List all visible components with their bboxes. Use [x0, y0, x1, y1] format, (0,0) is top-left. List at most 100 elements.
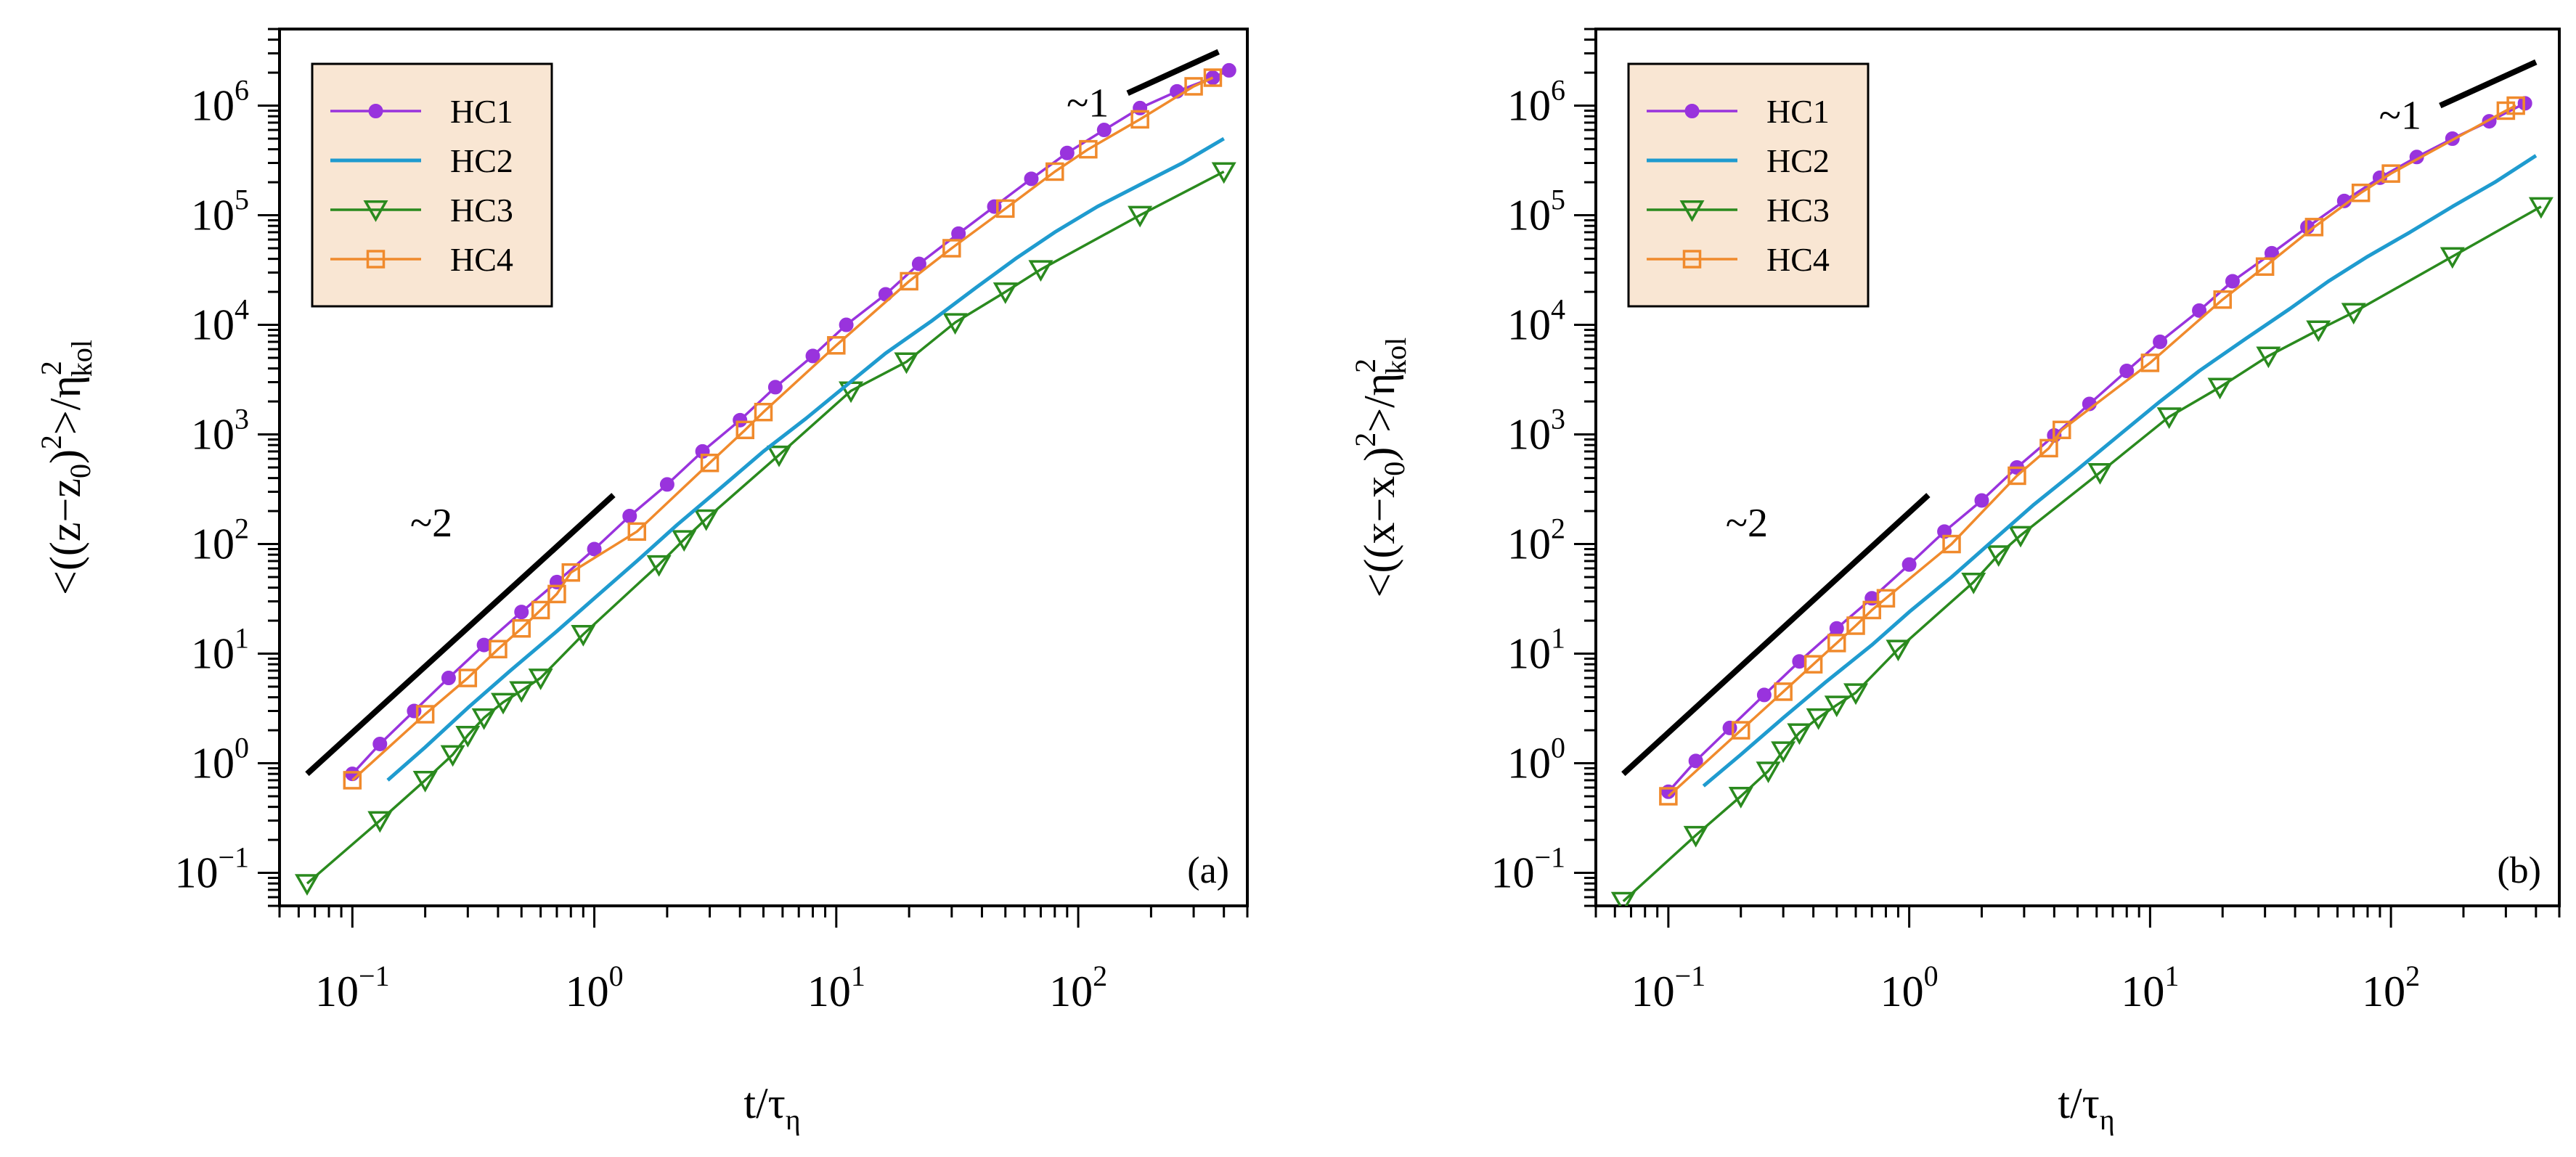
y-tick-base: 10	[1507, 301, 1551, 349]
data-point-HC3	[1728, 787, 1753, 809]
data-point-HC1	[659, 477, 674, 492]
x-tick-label: 101	[2121, 960, 2179, 1015]
data-point-HC4	[735, 420, 755, 440]
y-tick-exponent: −1	[1534, 841, 1565, 874]
data-point-HC4	[1079, 139, 1098, 159]
data-point-HC4	[2140, 353, 2160, 372]
y-tick-label: 102	[1507, 512, 1565, 568]
x-tick-label: 10−1	[315, 960, 390, 1015]
data-point-HC3	[1028, 260, 1053, 282]
panel-label: (b)	[2497, 850, 2541, 891]
data-point-HC1	[1829, 621, 1844, 636]
legend-label: HC3	[450, 192, 513, 229]
y-axis-label-sup: 2	[1349, 433, 1382, 447]
slope-label: ~2	[410, 501, 452, 546]
data-point-HC1	[2192, 303, 2207, 318]
x-axis-label: t/τη	[2058, 1079, 2114, 1136]
data-point-HC3	[693, 509, 719, 531]
x-axis-label-subscript: η	[2100, 1103, 2115, 1136]
y-tick-exponent: 5	[235, 184, 249, 216]
x-tick-base: 10	[807, 968, 851, 1015]
y-axis-label-sup: 2	[35, 361, 68, 375]
y-axis-label-part: )	[41, 449, 89, 464]
y-tick-exponent: 5	[1551, 184, 1565, 216]
data-point-HC3	[1756, 761, 1781, 784]
data-point-HC4	[700, 453, 720, 473]
slope-label: ~1	[2379, 94, 2421, 139]
x-tick-exponent: 2	[1093, 960, 1107, 992]
legend-marker-HC1	[368, 104, 383, 118]
data-point-HC4	[1130, 110, 1149, 129]
data-point-HC3	[2087, 462, 2113, 485]
data-point-HC3	[455, 726, 481, 748]
legend-label: HC4	[1766, 241, 1830, 278]
legend-marker-HC3	[1679, 200, 1705, 222]
y-tick-exponent: 0	[1551, 732, 1565, 764]
x-axis-label-subscript: η	[786, 1103, 801, 1136]
data-point-HC4	[2213, 290, 2232, 309]
y-tick-base: 10	[191, 520, 235, 568]
y-tick-exponent: 0	[235, 732, 249, 764]
data-point-HC1	[951, 226, 966, 241]
y-tick-base: 10	[1507, 520, 1551, 568]
data-point-HC3	[2008, 526, 2034, 548]
reference-line-slope-1	[2439, 59, 2538, 109]
data-point-HC3	[993, 282, 1018, 304]
data-point-HC3	[766, 445, 791, 467]
series-line-HC3	[306, 170, 1225, 885]
data-point-HC4	[2008, 466, 2026, 486]
data-point-HC4	[2381, 164, 2400, 183]
data-point-HC1	[839, 317, 854, 332]
x-axis-label-base: t/τ	[743, 1079, 785, 1127]
y-tick-base: 10	[191, 82, 235, 130]
y-tick-label: 101	[1507, 622, 1565, 678]
data-point-HC3	[491, 692, 516, 715]
y-tick-base: 10	[191, 192, 235, 240]
y-axis-label-sub: kol	[1379, 338, 1412, 375]
data-point-HC3	[471, 708, 497, 730]
y-axis-label-sub: 0	[1378, 462, 1411, 476]
legend-box	[1627, 62, 1870, 308]
data-point-HC4	[2496, 101, 2516, 120]
data-point-HC4	[547, 584, 566, 604]
data-point-HC1	[441, 671, 456, 686]
y-axis-label-sup: 2	[35, 435, 68, 449]
data-point-HC3	[1886, 639, 1911, 662]
data-point-HC3	[294, 874, 319, 896]
data-point-HC4	[489, 639, 508, 659]
data-point-HC4	[1659, 787, 1678, 806]
y-tick-label: 101	[191, 622, 249, 678]
series-line-HC3	[1622, 205, 2542, 902]
y-tick-exponent: 2	[1551, 512, 1565, 545]
y-tick-base: 10	[191, 740, 235, 788]
legend-marker-HC4	[1682, 250, 1702, 269]
y-tick-label: 103	[1507, 403, 1565, 459]
x-axis-label: t/τη	[743, 1079, 800, 1136]
data-point-HC1	[1024, 171, 1039, 187]
x-tick-base: 10	[1631, 968, 1675, 1015]
y-tick-label: 102	[191, 512, 249, 568]
y-tick-base: 10	[1507, 740, 1551, 788]
data-point-HC3	[1806, 708, 1831, 730]
y-tick-base: 10	[191, 630, 235, 678]
y-tick-label: 103	[191, 403, 249, 459]
data-point-HC3	[1986, 545, 2011, 568]
y-tick-label: 106	[1507, 74, 1565, 130]
y-axis-label-part: >/η	[41, 375, 89, 435]
data-point-HC4	[1731, 721, 1750, 740]
data-point-HC1	[1059, 145, 1075, 160]
data-point-HC1	[1902, 557, 1917, 572]
data-point-HC4	[1827, 634, 1846, 653]
data-point-HC4	[1846, 616, 1865, 635]
y-tick-base: 10	[1507, 411, 1551, 459]
data-point-HC4	[415, 705, 435, 724]
panel-label: (a)	[1187, 850, 1229, 891]
x-axis-label-base: t/τ	[2058, 1079, 2099, 1127]
data-point-HC3	[1683, 825, 1708, 848]
data-point-HC1	[622, 508, 637, 523]
data-point-HC3	[1771, 741, 1796, 764]
legend-marker-HC4	[366, 250, 386, 269]
y-axis-label-sup: 2	[1349, 359, 1382, 373]
legend-marker-HC1	[1684, 104, 1700, 118]
